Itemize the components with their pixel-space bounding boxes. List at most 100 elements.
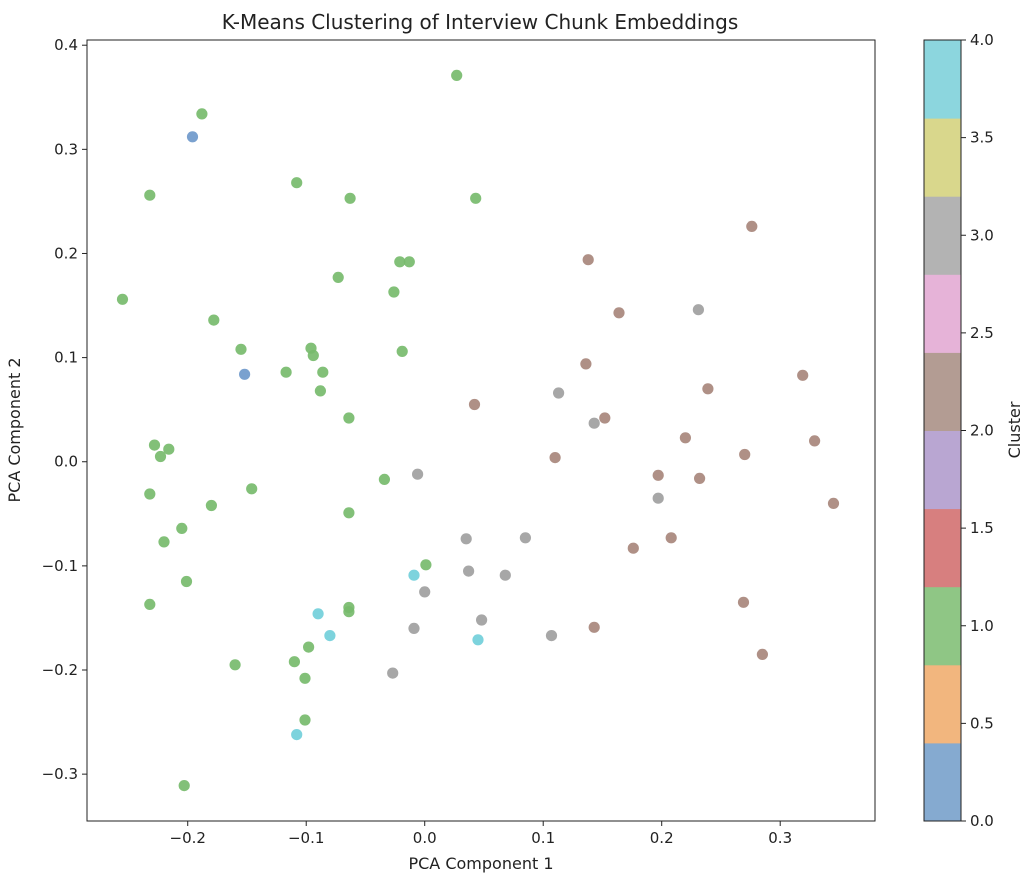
point-cluster-4 bbox=[312, 608, 324, 620]
point-cluster-1 bbox=[178, 780, 190, 792]
point-cluster-1 bbox=[148, 439, 161, 451]
point-cluster-1 bbox=[403, 256, 415, 268]
point-cluster-1 bbox=[154, 450, 167, 463]
point-cluster-1 bbox=[158, 536, 170, 548]
point-cluster-3 bbox=[499, 569, 511, 581]
point-cluster-1 bbox=[205, 499, 217, 512]
point-cluster-2 bbox=[809, 435, 821, 447]
point-cluster-1 bbox=[180, 575, 193, 588]
x-tick-label: 0.0 bbox=[413, 829, 437, 847]
colorbar-band bbox=[924, 196, 961, 275]
point-cluster-3 bbox=[387, 667, 399, 679]
point-cluster-1 bbox=[208, 314, 220, 326]
x-tick-label: −0.1 bbox=[288, 829, 324, 847]
colorbar-tick-label: 1.0 bbox=[970, 617, 994, 635]
point-cluster-3 bbox=[519, 532, 532, 544]
point-cluster-1 bbox=[343, 606, 355, 618]
x-tick-label: 0.2 bbox=[650, 829, 674, 847]
point-cluster-2 bbox=[827, 497, 840, 509]
point-cluster-1 bbox=[116, 293, 129, 305]
colorbar-tick-label: 2.0 bbox=[970, 422, 994, 440]
point-cluster-1 bbox=[299, 714, 311, 726]
plot-points bbox=[116, 69, 840, 792]
point-cluster-2 bbox=[702, 383, 714, 395]
point-cluster-1 bbox=[378, 473, 390, 485]
point-cluster-1 bbox=[451, 69, 463, 81]
point-cluster-3 bbox=[652, 492, 664, 504]
point-cluster-3 bbox=[588, 417, 600, 429]
point-cluster-3 bbox=[463, 565, 475, 577]
y-tick-label: 0.1 bbox=[54, 349, 78, 367]
colorbar-label: Cluster bbox=[1005, 401, 1024, 458]
y-tick-label: −0.3 bbox=[42, 765, 78, 783]
point-cluster-1 bbox=[343, 412, 355, 424]
colorbar-band bbox=[924, 664, 961, 744]
y-axis-label: PCA Component 2 bbox=[5, 357, 24, 502]
point-cluster-1 bbox=[235, 343, 247, 355]
point-cluster-1 bbox=[291, 177, 303, 189]
y-tick-label: 0.2 bbox=[54, 244, 78, 262]
y-tick-label: 0.3 bbox=[54, 140, 78, 158]
colorbar-band bbox=[924, 508, 961, 588]
point-cluster-2 bbox=[679, 432, 692, 444]
colorbar-band bbox=[924, 742, 961, 822]
colorbar-tick-label: 2.5 bbox=[970, 324, 994, 342]
x-tick-label: −0.2 bbox=[170, 829, 206, 847]
point-cluster-1 bbox=[144, 488, 156, 500]
colorbar-band bbox=[924, 40, 961, 119]
point-cluster-2 bbox=[739, 448, 751, 461]
y-tick-label: −0.2 bbox=[42, 661, 78, 679]
point-cluster-2 bbox=[756, 648, 769, 661]
point-cluster-1 bbox=[163, 443, 175, 455]
x-axis: −0.2 −0.1 0.0 0.1 0.2 0.3 bbox=[170, 821, 792, 847]
chart-title: K-Means Clustering of Interview Chunk Em… bbox=[222, 10, 739, 34]
y-tick-label: −0.1 bbox=[42, 557, 78, 575]
point-cluster-4 bbox=[408, 569, 420, 581]
colorbar-tick-label: 4.0 bbox=[970, 31, 994, 49]
point-cluster-3 bbox=[545, 630, 558, 642]
point-cluster-2 bbox=[613, 307, 625, 319]
point-cluster-4 bbox=[324, 630, 336, 642]
point-cluster-1 bbox=[396, 345, 408, 357]
point-cluster-2 bbox=[652, 469, 664, 481]
point-cluster-2 bbox=[580, 358, 592, 370]
colorbar: 0.0 0.5 1.0 1.5 2.0 2.5 3.0 3.5 4.0 bbox=[923, 31, 994, 830]
point-cluster-1 bbox=[144, 189, 156, 201]
point-cluster-1 bbox=[388, 286, 400, 298]
colorbar-tick-label: 0.0 bbox=[970, 812, 994, 830]
point-cluster-0 bbox=[239, 368, 251, 380]
point-cluster-1 bbox=[343, 507, 355, 519]
point-cluster-1 bbox=[394, 256, 406, 268]
point-cluster-1 bbox=[229, 659, 241, 671]
point-cluster-3 bbox=[408, 622, 420, 635]
point-cluster-1 bbox=[176, 522, 188, 535]
point-cluster-1 bbox=[332, 271, 344, 283]
point-cluster-3 bbox=[692, 304, 705, 316]
point-cluster-2 bbox=[797, 369, 809, 381]
y-tick-label: 0.4 bbox=[54, 36, 78, 54]
point-cluster-2 bbox=[582, 254, 594, 266]
point-cluster-1 bbox=[288, 656, 300, 668]
point-cluster-4 bbox=[472, 634, 484, 646]
point-cluster-3 bbox=[412, 468, 424, 480]
colorbar-band bbox=[924, 274, 961, 353]
point-cluster-2 bbox=[599, 412, 611, 424]
point-cluster-1 bbox=[344, 192, 356, 204]
point-cluster-3 bbox=[553, 387, 565, 399]
point-cluster-1 bbox=[246, 483, 258, 495]
y-tick-label: 0.0 bbox=[54, 453, 78, 471]
point-cluster-1 bbox=[317, 366, 329, 378]
point-cluster-2 bbox=[627, 542, 639, 554]
point-cluster-2 bbox=[746, 220, 758, 232]
point-cluster-2 bbox=[549, 452, 561, 464]
point-cluster-2 bbox=[588, 621, 600, 633]
point-cluster-3 bbox=[460, 533, 472, 545]
colorbar-band bbox=[924, 352, 961, 431]
point-cluster-1 bbox=[314, 385, 326, 397]
point-cluster-1 bbox=[280, 366, 292, 378]
point-cluster-2 bbox=[694, 472, 706, 484]
x-tick-label: 0.3 bbox=[768, 829, 792, 847]
colorbar-band bbox=[924, 586, 961, 666]
